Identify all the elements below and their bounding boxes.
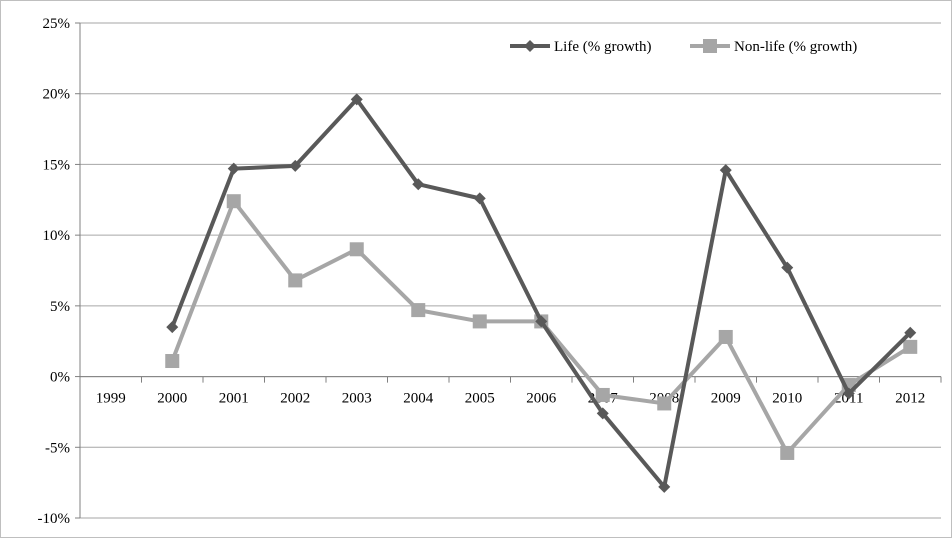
x-tick-label: 2006	[526, 391, 557, 407]
data-point-marker	[227, 162, 240, 175]
x-tick-label: 2001	[219, 391, 249, 407]
x-axis-tick-labels: 1999200020012002200320042005200620072008…	[96, 391, 926, 407]
x-tick-label: 2012	[895, 391, 925, 407]
data-point-marker	[349, 242, 364, 257]
legend-item: Life (% growth)	[510, 39, 651, 55]
y-tick-label: 5%	[50, 299, 70, 315]
data-point-marker	[412, 178, 425, 191]
x-tick-label: 2003	[342, 391, 372, 407]
y-tick-label: 15%	[43, 157, 71, 173]
x-tick-label: 2002	[280, 391, 310, 407]
data-point-marker	[904, 326, 917, 339]
data-point-marker	[842, 387, 855, 400]
data-point-marker	[719, 164, 732, 177]
y-tick-label: 10%	[43, 228, 71, 244]
data-point-marker	[350, 93, 363, 106]
legend: Life (% growth) Non-life (% growth)	[510, 39, 857, 55]
axes	[75, 22, 942, 519]
data-point-marker	[411, 303, 426, 318]
x-tick-label: 2000	[157, 391, 187, 407]
data-point-marker	[903, 339, 918, 354]
y-tick-label: 20%	[43, 87, 71, 103]
x-tick-label: 2009	[711, 391, 741, 407]
legend-label: Non-life (% growth)	[734, 39, 857, 55]
x-tick-label: 1999	[96, 391, 126, 407]
x-tick-label: 2010	[772, 391, 802, 407]
series-lines	[165, 93, 918, 493]
data-point-marker	[226, 194, 241, 209]
y-tick-label: -5%	[45, 440, 70, 456]
data-point-marker	[473, 192, 486, 205]
data-point-marker	[535, 315, 548, 328]
data-point-marker	[472, 314, 487, 329]
y-tick-label: 0%	[50, 370, 70, 386]
data-point-marker	[166, 321, 179, 334]
data-point-marker	[595, 387, 610, 402]
legend-item: Non-life (% growth)	[690, 39, 857, 55]
data-point-marker	[524, 40, 536, 52]
data-point-marker	[703, 39, 717, 53]
y-tick-label: 25%	[43, 16, 71, 32]
x-tick-label: 2005	[465, 391, 495, 407]
y-tick-label: -10%	[38, 511, 71, 527]
data-point-marker	[596, 407, 609, 420]
data-point-marker	[165, 354, 180, 369]
data-point-marker	[718, 329, 733, 344]
data-point-marker	[657, 396, 672, 411]
data-point-marker	[781, 261, 794, 274]
legend-label: Life (% growth)	[554, 39, 651, 55]
data-point-marker	[658, 480, 671, 493]
y-axis-tick-labels: -10% -5% 0% 5% 10% 15% 20% 25%	[38, 16, 71, 527]
data-point-marker	[288, 273, 303, 288]
series-life	[166, 93, 917, 493]
data-point-marker	[289, 159, 302, 172]
data-point-marker	[780, 445, 795, 460]
x-tick-label: 2004	[403, 391, 434, 407]
